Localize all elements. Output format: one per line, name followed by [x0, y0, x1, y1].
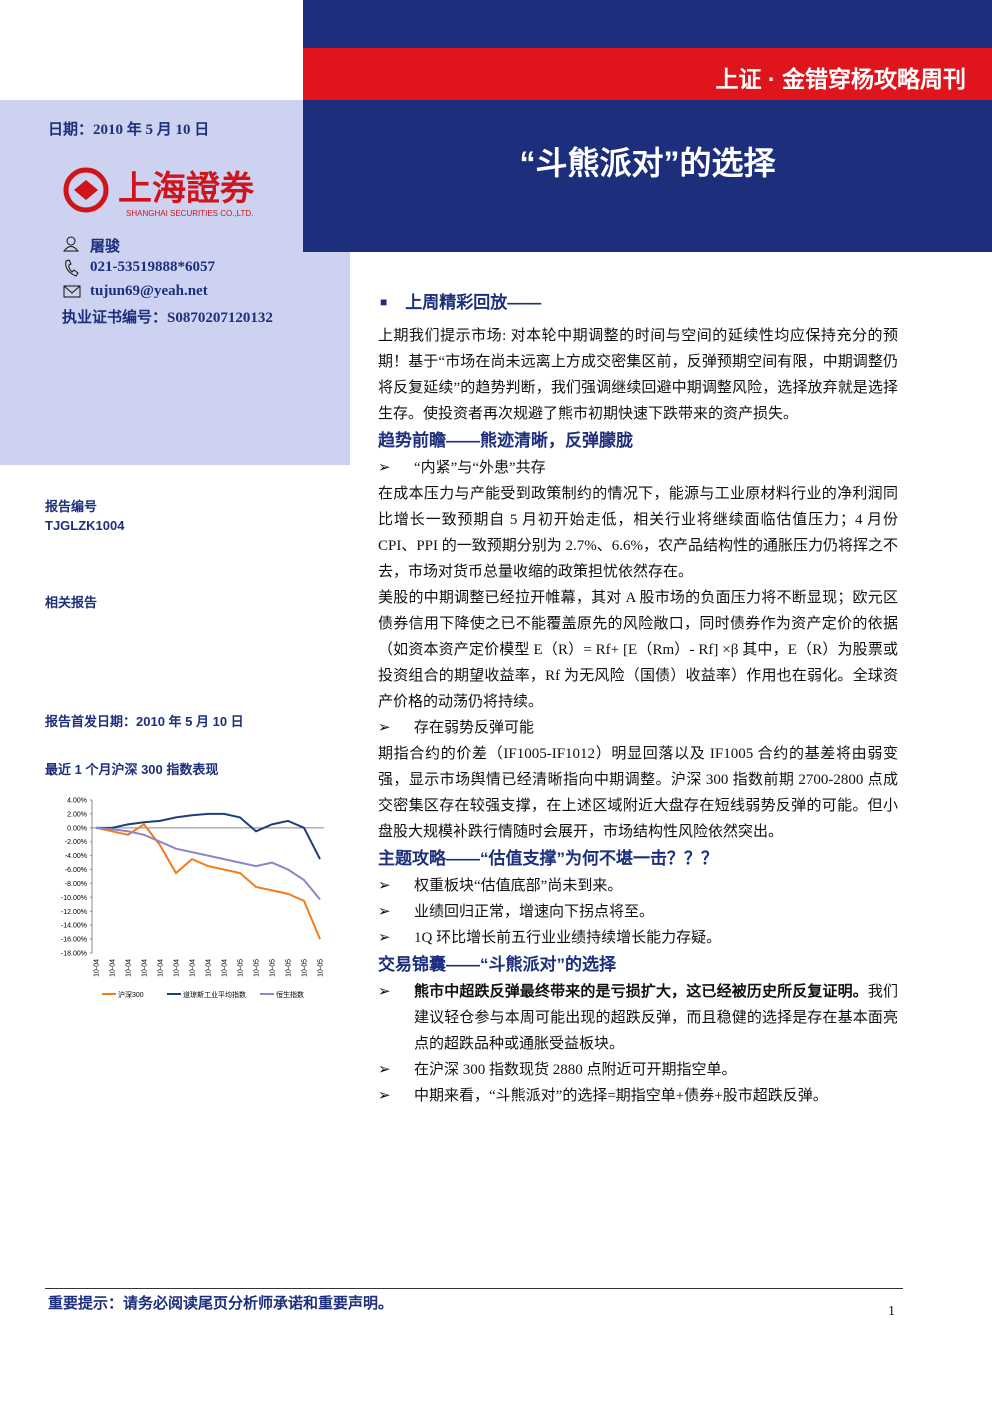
logo-english: SHANGHAI SECURITIES CO.,LTD.: [126, 209, 253, 218]
x-tick-label: 10-05: [270, 959, 277, 977]
logo-mark: [63, 167, 109, 213]
bullet: 熊市中超跌反弹最终带来的是亏损扩大，这已经被历史所反复证明。我们建议轻仓参与本周…: [378, 979, 898, 1057]
sidebar-panel: [0, 100, 350, 465]
bullet: “内紧”与“外患”共存: [378, 455, 898, 481]
red-stripe: [303, 48, 992, 100]
x-tick-label: 10-04: [110, 959, 117, 977]
series-line: [95, 822, 321, 940]
report-no: TJGLZK1004: [45, 518, 125, 533]
bullet: 业绩回归正常，增速向下拐点将至。: [378, 899, 898, 925]
report-no-label: 报告编号: [45, 499, 98, 514]
section-heading: 趋势前瞻——熊迹清晰，反弹朦胧: [378, 431, 633, 450]
x-tick-label: 10-04: [190, 959, 197, 977]
cert: 执业证书编号：S0870207120132: [62, 310, 273, 326]
section-heading: 交易锦囊——“斗熊派对”的选择: [378, 955, 616, 974]
y-tick-label: -10.00%: [61, 895, 87, 902]
bullet-text: “内紧”与“外患”共存: [414, 460, 546, 476]
legend-label: 恒生指数: [276, 990, 304, 999]
date: 日期：2010 年 5 月 10 日: [48, 122, 210, 138]
body: 上周精彩回放—— 上期我们提示市场: 对本轮中期调整的时间与空间的延续性均应保持充…: [378, 288, 898, 1109]
chart-heading: 最近 1 个月沪深 300 指数表现: [45, 762, 219, 777]
section-heading: 上周精彩回放——: [380, 288, 898, 317]
paragraph: 上期我们提示市场: 对本轮中期调整的时间与空间的延续性均应保持充分的预期！基于“…: [378, 328, 898, 422]
series-title: 上证 · 金错穿杨攻略周刊: [715, 66, 966, 92]
banner: [303, 0, 992, 252]
y-tick-label: 2.00%: [67, 811, 87, 818]
mail-icon: [63, 285, 81, 298]
footer-notice: 重要提示：请务必阅读尾页分析师承诺和重要声明。: [48, 1296, 394, 1312]
x-tick-label: 10-04: [222, 959, 229, 977]
bullet-text: 在沪深 300 指数现货 2880 点附近可开期指空单。: [414, 1062, 737, 1078]
x-tick-label: 10-05: [318, 959, 325, 977]
legend-label: 道琼斯工业平均指数: [183, 990, 246, 999]
paragraph: 期指合约的价差（IF1005-IF1012）明显回落以及 IF1005 合约的基…: [378, 746, 898, 840]
x-tick-label: 10-04: [94, 959, 101, 977]
y-tick-label: 4.00%: [67, 798, 87, 805]
person-icon: [62, 246, 80, 252]
series-line: [96, 812, 321, 860]
bullet: 1Q 环比增长前五行业业绩持续增长能力存疑。: [378, 925, 898, 951]
phone-icon: [65, 259, 79, 277]
x-tick-label: 10-05: [302, 959, 309, 977]
bullet-text: 1Q 环比增长前五行业业绩持续增长能力存疑。: [414, 930, 722, 946]
x-tick-label: 10-04: [126, 959, 133, 977]
bullet: 权重板块“估值底部”尚未到来。: [378, 873, 898, 899]
bullet-text: 业绩回归正常，增速向下拐点将至。: [414, 904, 655, 920]
mail-icon: [63, 285, 81, 294]
x-tick-label: 10-04: [206, 959, 213, 977]
y-tick-label: -2.00%: [65, 839, 87, 846]
legend-label: 沪深300: [118, 990, 144, 999]
y-tick-label: -16.00%: [61, 937, 87, 944]
phone: 021-53519888*6057: [90, 259, 215, 275]
related: 相关报告: [45, 595, 98, 610]
paragraph: 美股的中期调整已经拉开帷幕，其对 A 股市场的负面压力将不断显现；欧元区债券信用…: [378, 590, 898, 710]
x-tick-label: 10-04: [174, 959, 181, 977]
bullet-text: 中期来看，“斗熊派对”的选择=期指空单+债券+股市超跌反弹。: [414, 1088, 828, 1104]
x-tick-label: 10-04: [158, 959, 165, 977]
banner-corner: [303, 100, 350, 252]
chart: 4.00% 2.00% 0.00% -2.00% -4.00% -6.00% -8.00% -…: [61, 798, 325, 1000]
bullet-text: 权重板块“估值底部”尚未到来。: [414, 878, 623, 894]
y-tick-label: -18.00%: [61, 951, 87, 958]
x-tick-label: 10-05: [286, 959, 293, 977]
y-tick-label: -4.00%: [65, 853, 87, 860]
y-tick-label: -12.00%: [61, 909, 87, 916]
logo: 上海證券 SHANGHAI SECURITIES CO.,LTD.: [63, 167, 255, 218]
footer-rule: [45, 1288, 903, 1289]
contact-icons: [62, 236, 81, 298]
email: tujun69@yeah.net: [90, 283, 208, 299]
x-tick-label: 10-05: [238, 959, 245, 977]
y-tick-label: -14.00%: [61, 923, 87, 930]
logo-name: 上海證券: [118, 169, 255, 208]
bullet-text: 存在弱势反弹可能: [414, 720, 535, 736]
paragraph: 在成本压力与产能受到政策制约的情况下，能源与工业原材料行业的净利润同比增长一致预…: [378, 486, 899, 580]
bullet: 中期来看，“斗熊派对”的选择=期指空单+债券+股市超跌反弹。: [378, 1083, 898, 1109]
bold-text: 熊市中超跌反弹最终带来的是亏损扩大，这已经被历史所反复证明。: [414, 984, 868, 1000]
section-heading: 主题攻略——“估值支撑”为何不堪一击？？？: [378, 849, 718, 868]
author: 屠骏: [90, 239, 121, 255]
bullet-text: 我们建议轻仓参与本周可能出现的超跌反弹，而且稳健的选择是存在基本面亮点的超跌品种…: [414, 984, 898, 1052]
y-tick-label: 0.00%: [67, 825, 87, 832]
x-tick-label: 10-04: [142, 959, 149, 977]
title: “斗熊派对”的选择: [519, 145, 776, 181]
x-tick-label: 10-05: [254, 959, 261, 977]
page-number: 1: [888, 1304, 895, 1319]
person-icon: [66, 236, 76, 246]
logo-mark-inner: [74, 180, 98, 200]
first-date: 报告首发日期：2010 年 5 月 10 日: [45, 714, 244, 729]
bullet: 在沪深 300 指数现货 2880 点附近可开期指空单。: [378, 1057, 898, 1083]
bullet: 存在弱势反弹可能: [378, 715, 898, 741]
series-line: [95, 826, 321, 901]
y-tick-label: -8.00%: [65, 881, 87, 888]
y-tick-label: -6.00%: [65, 867, 87, 874]
